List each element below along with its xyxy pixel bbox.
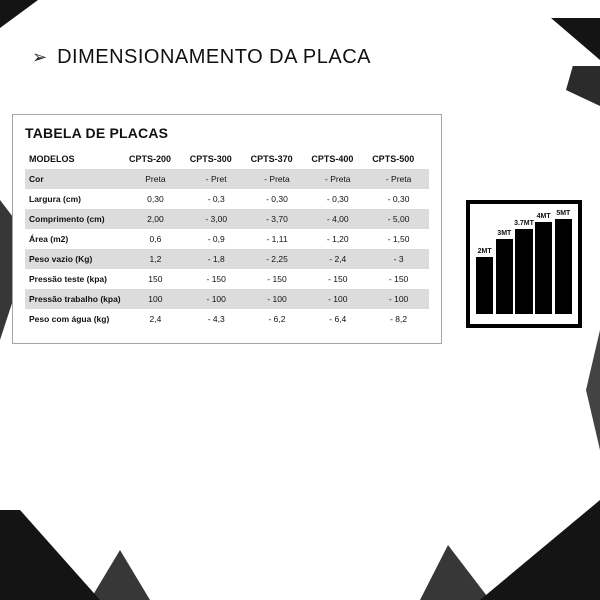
bar-rect — [496, 239, 513, 314]
decor-shard — [0, 510, 100, 600]
bar-rect — [515, 229, 532, 314]
page-title: DIMENSIONAMENTO DA PLACA — [57, 46, 371, 69]
cell: - 100 — [368, 289, 429, 309]
cell: - 150 — [186, 269, 247, 289]
col-header: CPTS-400 — [307, 149, 368, 169]
row-label: Largura (cm) — [25, 189, 125, 209]
cell: - 100 — [186, 289, 247, 309]
cell: - 3,00 — [186, 209, 247, 229]
cell: - 100 — [247, 289, 308, 309]
cell: 2,00 — [125, 209, 186, 229]
table-row: Pressão teste (kpa)150- 150- 150- 150- 1… — [25, 269, 429, 289]
cell: - 0,30 — [307, 189, 368, 209]
cell: - 1,11 — [247, 229, 308, 249]
slide: ➢ DIMENSIONAMENTO DA PLACA TABELA DE PLA… — [0, 0, 600, 600]
cell: 100 — [125, 289, 186, 309]
cell: 0,30 — [125, 189, 186, 209]
cell: 0,6 — [125, 229, 186, 249]
cell: - 5,00 — [368, 209, 429, 229]
table-row: Largura (cm)0,30- 0,3- 0,30- 0,30- 0,30 — [25, 189, 429, 209]
cell: - 6,2 — [247, 309, 308, 329]
table-head: MODELOSCPTS-200CPTS-300CPTS-370CPTS-400C… — [25, 149, 429, 169]
bar-label: 3.7MT — [514, 220, 534, 227]
cell: - 1,50 — [368, 229, 429, 249]
row-label: Cor — [25, 169, 125, 189]
table-row: Peso vazio (Kg)1,2- 1,8- 2,25- 2,4- 3 — [25, 249, 429, 269]
cell: - 100 — [307, 289, 368, 309]
table-card: TABELA DE PLACAS MODELOSCPTS-200CPTS-300… — [12, 114, 442, 344]
cell: - 150 — [247, 269, 308, 289]
col-header: CPTS-500 — [368, 149, 429, 169]
cell: - 3,70 — [247, 209, 308, 229]
row-label: Comprimento (cm) — [25, 209, 125, 229]
cell: - 0,3 — [186, 189, 247, 209]
cell: - 2,4 — [307, 249, 368, 269]
bar-rect — [476, 257, 493, 314]
table-row: Comprimento (cm)2,00- 3,00- 3,70- 4,00- … — [25, 209, 429, 229]
cell: - 1,8 — [186, 249, 247, 269]
cell: - 4,00 — [307, 209, 368, 229]
cell: - 6,4 — [307, 309, 368, 329]
row-label: Pressão teste (kpa) — [25, 269, 125, 289]
bar-rect — [535, 222, 552, 314]
decor-shard — [480, 500, 600, 600]
bullet-arrow-icon: ➢ — [32, 47, 47, 68]
cell: - 0,9 — [186, 229, 247, 249]
row-label: Peso vazio (Kg) — [25, 249, 125, 269]
cell: - 150 — [307, 269, 368, 289]
col-header: CPTS-200 — [125, 149, 186, 169]
cell: - 0,30 — [368, 189, 429, 209]
cell: - Preta — [247, 169, 308, 189]
decor-shard — [0, 0, 38, 28]
slide-header: ➢ DIMENSIONAMENTO DA PLACA — [32, 46, 371, 69]
decor-shard — [586, 330, 600, 450]
decor-shard — [90, 550, 150, 600]
bar: 3MT — [496, 210, 513, 314]
decor-shard — [420, 545, 490, 600]
cell: - 4,3 — [186, 309, 247, 329]
placas-table: MODELOSCPTS-200CPTS-300CPTS-370CPTS-400C… — [25, 149, 429, 329]
col-header: CPTS-370 — [247, 149, 308, 169]
cell: 2,4 — [125, 309, 186, 329]
row-label: Pressão trabalho (kpa) — [25, 289, 125, 309]
cell: 1,2 — [125, 249, 186, 269]
row-label: Peso com água (kg) — [25, 309, 125, 329]
bar-label: 3MT — [497, 230, 511, 237]
cell: - 2,25 — [247, 249, 308, 269]
bar: 3.7MT — [515, 210, 532, 314]
decor-shard — [566, 66, 600, 106]
cell: - 8,2 — [368, 309, 429, 329]
bar: 4MT — [535, 210, 552, 314]
cell: - Preta — [368, 169, 429, 189]
table-title: TABELA DE PLACAS — [25, 125, 429, 141]
bar-rect — [555, 219, 572, 314]
cell: - 150 — [368, 269, 429, 289]
table-row: Peso com água (kg)2,4- 4,3- 6,2- 6,4- 8,… — [25, 309, 429, 329]
height-bar-chart: 2MT 3MT3.7MT4MT 5MT — [466, 200, 582, 328]
bar-label: 4MT — [537, 213, 551, 220]
bar-label: 5MT — [556, 210, 570, 217]
cell: - 3 — [368, 249, 429, 269]
col-header-modelos: MODELOS — [25, 149, 125, 169]
cell: - Preta — [307, 169, 368, 189]
bar-label: 2MT — [478, 248, 492, 255]
table-row: Pressão trabalho (kpa)100- 100- 100- 100… — [25, 289, 429, 309]
cell: - Pret — [186, 169, 247, 189]
row-label: Área (m2) — [25, 229, 125, 249]
bar: 5MT — [555, 210, 572, 314]
col-header: CPTS-300 — [186, 149, 247, 169]
table-row: CorPreta- Pret- Preta- Preta- Preta — [25, 169, 429, 189]
table-row: Área (m2)0,6- 0,9- 1,11- 1,20- 1,50 — [25, 229, 429, 249]
bar: 2MT — [476, 210, 493, 314]
cell: 150 — [125, 269, 186, 289]
table-body: CorPreta- Pret- Preta- Preta- PretaLargu… — [25, 169, 429, 329]
cell: Preta — [125, 169, 186, 189]
decor-shard — [530, 18, 600, 60]
cell: - 1,20 — [307, 229, 368, 249]
cell: - 0,30 — [247, 189, 308, 209]
